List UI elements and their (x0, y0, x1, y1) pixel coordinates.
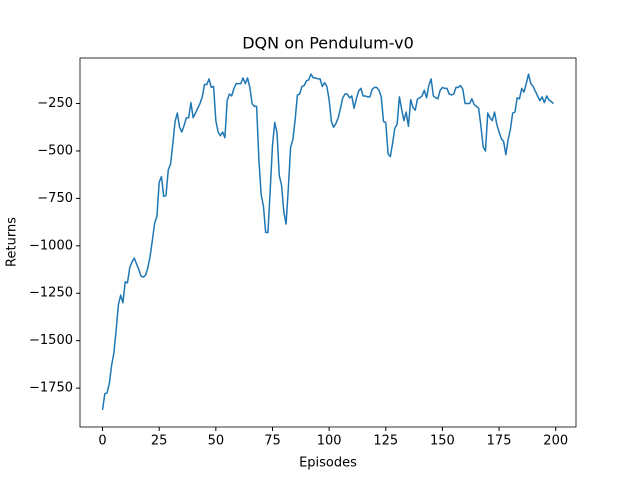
x-tick-label: 50 (208, 434, 225, 449)
x-tick-label: 75 (264, 434, 281, 449)
x-tick-label: 200 (543, 434, 568, 449)
x-tick-label: 125 (373, 434, 398, 449)
x-axis-label: Episodes (299, 456, 357, 471)
y-axis-label: Returns (5, 217, 20, 267)
chart-title: DQN on Pendulum-v0 (242, 34, 414, 53)
x-tick-label: 175 (487, 434, 512, 449)
y-tick-label: −1750 (29, 381, 73, 396)
x-tick-label: 100 (317, 434, 342, 449)
x-tick-label: 150 (430, 434, 455, 449)
plot-frame (79, 57, 577, 428)
data-line (101, 73, 554, 411)
y-tick-label: −1000 (29, 238, 73, 253)
y-tick-label: −250 (37, 96, 73, 111)
y-tick-label: −750 (37, 191, 73, 206)
x-tick-label: 25 (151, 434, 168, 449)
y-tick-label: −500 (37, 143, 73, 158)
y-tick-label: −1250 (29, 286, 73, 301)
y-tick-label: −1500 (29, 333, 73, 348)
x-tick-label: 0 (98, 434, 106, 449)
